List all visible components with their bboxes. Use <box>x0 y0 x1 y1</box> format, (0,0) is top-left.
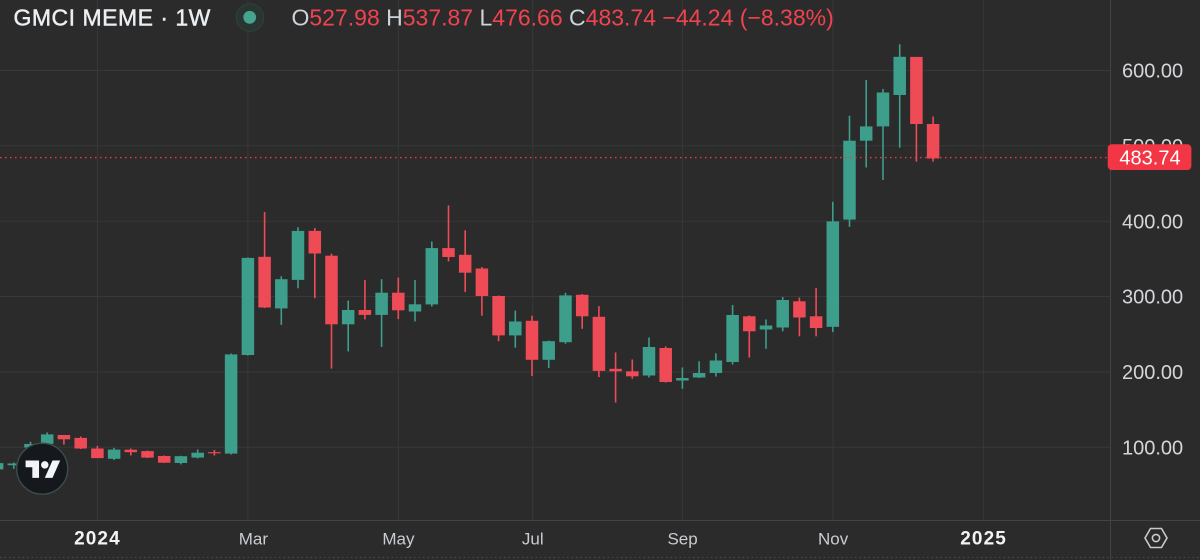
svg-text:Nov: Nov <box>818 530 849 549</box>
svg-text:Sep: Sep <box>667 530 697 549</box>
svg-text:100.00: 100.00 <box>1122 437 1183 459</box>
svg-text:200.00: 200.00 <box>1122 362 1183 384</box>
svg-text:400.00: 400.00 <box>1122 211 1183 233</box>
svg-text:GMCI MEME · 1W: GMCI MEME · 1W <box>14 5 211 31</box>
svg-text:483.74: 483.74 <box>1119 148 1180 170</box>
svg-text:700.00: 700.00 <box>1122 0 1183 5</box>
svg-text:300.00: 300.00 <box>1122 287 1183 309</box>
svg-text:2025: 2025 <box>960 529 1007 550</box>
svg-text:600.00: 600.00 <box>1122 61 1183 83</box>
svg-text:May: May <box>382 530 415 549</box>
svg-text:2024: 2024 <box>74 529 121 550</box>
svg-text:Jul: Jul <box>522 530 544 549</box>
svg-text:Mar: Mar <box>239 530 269 549</box>
svg-text:O527.98 H537.87 L476.66 C483.7: O527.98 H537.87 L476.66 C483.74 −44.24 (… <box>292 4 834 30</box>
